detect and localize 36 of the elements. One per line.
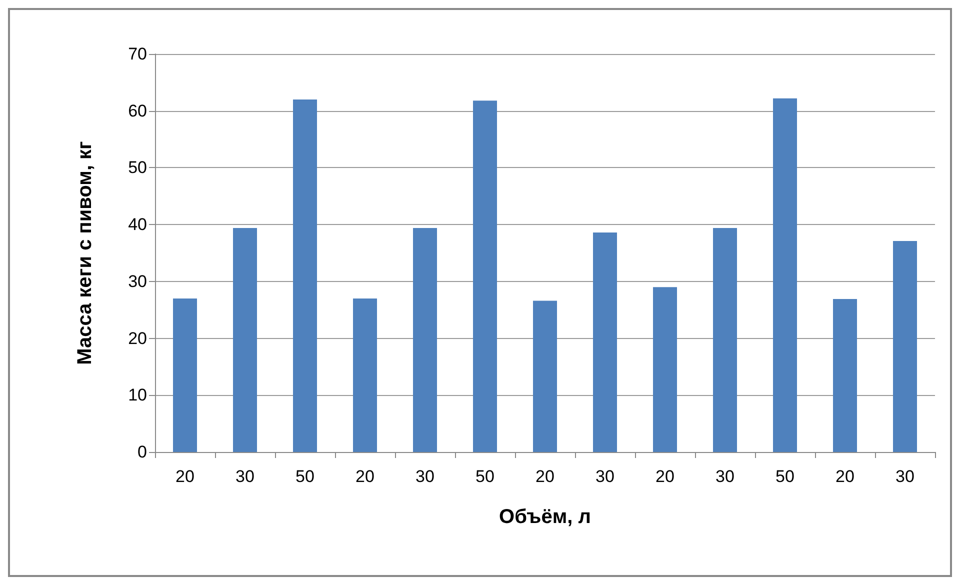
x-tick-label: 50 xyxy=(476,467,494,486)
bar xyxy=(173,298,197,452)
x-tick-label: 30 xyxy=(236,467,254,486)
x-tick-label: 20 xyxy=(656,467,674,486)
bar xyxy=(233,228,257,452)
bar xyxy=(893,241,917,452)
x-tick-label: 20 xyxy=(836,467,854,486)
x-tick-label: 30 xyxy=(596,467,614,486)
bar xyxy=(353,298,377,452)
bar xyxy=(473,100,497,452)
y-axis-title: Масса кеги с пивом, кг xyxy=(74,141,96,365)
x-tick-label: 50 xyxy=(296,467,314,486)
x-tick-label: 20 xyxy=(536,467,554,486)
y-tick-label: 20 xyxy=(128,328,147,348)
y-tick-label: 40 xyxy=(128,215,147,234)
y-tick-label: 0 xyxy=(138,442,147,462)
bar xyxy=(653,287,677,452)
x-tick-label: 30 xyxy=(416,467,434,486)
y-tick-label: 60 xyxy=(128,101,147,120)
bar xyxy=(533,300,557,452)
bar xyxy=(833,299,857,452)
x-tick-label: 50 xyxy=(776,467,794,486)
y-tick-label: 30 xyxy=(128,272,147,291)
x-tick-label: 30 xyxy=(896,467,914,486)
y-tick-label: 10 xyxy=(128,386,147,405)
bar xyxy=(293,99,317,452)
x-tick-label: 20 xyxy=(356,467,374,486)
y-tick-label: 70 xyxy=(128,44,147,64)
x-axis-title: Объём, л xyxy=(499,506,591,528)
bar xyxy=(593,232,617,452)
x-tick-label: 30 xyxy=(716,467,734,486)
bar xyxy=(713,228,737,452)
x-tick-label: 20 xyxy=(176,467,194,486)
bar xyxy=(773,98,797,452)
y-tick-label: 50 xyxy=(128,158,147,178)
bar xyxy=(413,228,437,452)
